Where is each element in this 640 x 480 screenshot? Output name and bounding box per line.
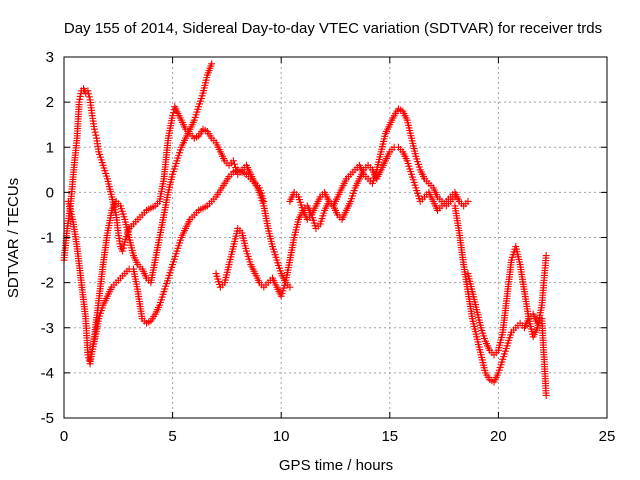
series-track-f	[451, 202, 550, 399]
tick-labels: 0 5 10 15 20 25 -5 -4 -3 -2 -1 0 1 2 3	[41, 49, 616, 445]
data-point	[84, 87, 92, 95]
data-point-dense	[231, 160, 239, 168]
data-point-dense	[92, 131, 100, 139]
series-track-g	[464, 243, 550, 359]
y-tick-label: -5	[41, 410, 54, 427]
data-point	[451, 193, 459, 201]
data-point-dense	[120, 241, 128, 249]
y-axis-label: SDTVAR / TECUs	[5, 178, 22, 298]
y-tick-label: -2	[41, 275, 54, 292]
y-tick-label: 3	[46, 49, 54, 66]
y-tick-label: -4	[41, 365, 54, 382]
data-point-dense	[85, 90, 93, 98]
data-point	[286, 283, 294, 291]
y-tick-label: 1	[46, 139, 54, 156]
series-track-d	[212, 143, 472, 300]
data-points	[60, 60, 550, 399]
data-point	[119, 247, 127, 255]
x-tick-label: 10	[273, 428, 290, 445]
data-point	[169, 112, 177, 120]
data-point-dense	[169, 109, 177, 117]
chart-title: Day 155 of 2014, Sidereal Day-to-day VTE…	[64, 20, 602, 37]
data-point	[208, 60, 216, 68]
series-track-c	[86, 166, 294, 363]
data-point	[229, 157, 237, 165]
x-tick-label: 25	[599, 428, 616, 445]
data-point	[542, 252, 550, 260]
x-tick-label: 20	[490, 428, 507, 445]
x-axis-label: GPS time / hours	[279, 457, 393, 474]
y-tick-label: -3	[41, 320, 54, 337]
plot-frame	[63, 56, 608, 419]
series-track-e	[286, 105, 459, 223]
x-tick-label: 0	[60, 428, 68, 445]
data-point-dense	[85, 93, 93, 101]
y-tick-label: 0	[46, 184, 54, 201]
data-point-dense	[119, 244, 127, 252]
grid	[64, 57, 607, 418]
y-tick-label: 2	[46, 94, 54, 111]
data-point	[542, 391, 550, 399]
data-point-dense	[91, 128, 99, 136]
data-point	[464, 197, 472, 205]
data-point	[90, 125, 98, 133]
x-tick-label: 5	[168, 428, 176, 445]
x-tick-label: 15	[381, 428, 398, 445]
y-tick-label: -1	[41, 230, 54, 247]
